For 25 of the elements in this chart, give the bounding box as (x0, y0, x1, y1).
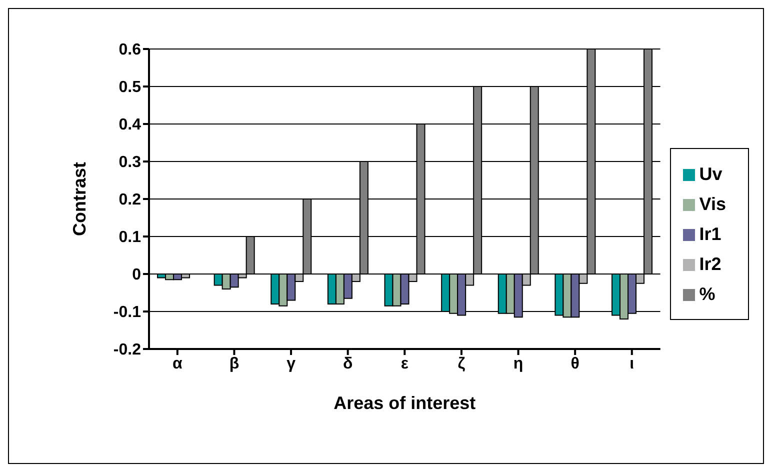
legend-label: Vis (699, 194, 726, 214)
y-tick-label: 0.5 (118, 79, 142, 96)
legend-label: Uv (699, 164, 722, 184)
x-tick-label: ε (400, 355, 409, 372)
legend-label: % (699, 284, 716, 304)
y-tick-label: 0 (132, 266, 142, 284)
x-tick-label: ζ (458, 355, 466, 372)
y-tick-label: 0.3 (118, 154, 142, 172)
x-tick-label: η (513, 355, 524, 372)
y-tick-label: -0.2 (113, 342, 142, 359)
x-tick-label: δ (342, 355, 353, 372)
x-tick-label: α (172, 355, 182, 372)
y-tick-label: 0.2 (118, 192, 142, 209)
x-axis-title: Areas of interest (334, 393, 476, 413)
y-axis-title: Contrast (69, 162, 90, 236)
x-tick-label: θ (570, 355, 580, 372)
x-tick-label: ι (630, 355, 634, 372)
y-tick-label: -0.1 (113, 304, 142, 322)
y-tick-label: 0.6 (118, 42, 142, 59)
x-tick-label: γ (286, 355, 296, 372)
x-tick-label: β (229, 355, 240, 372)
legend-label: Ir1 (699, 224, 722, 244)
y-tick-label: 0.4 (118, 116, 142, 134)
legend-label: Ir2 (699, 254, 722, 274)
y-tick-label: 0.1 (118, 229, 142, 246)
